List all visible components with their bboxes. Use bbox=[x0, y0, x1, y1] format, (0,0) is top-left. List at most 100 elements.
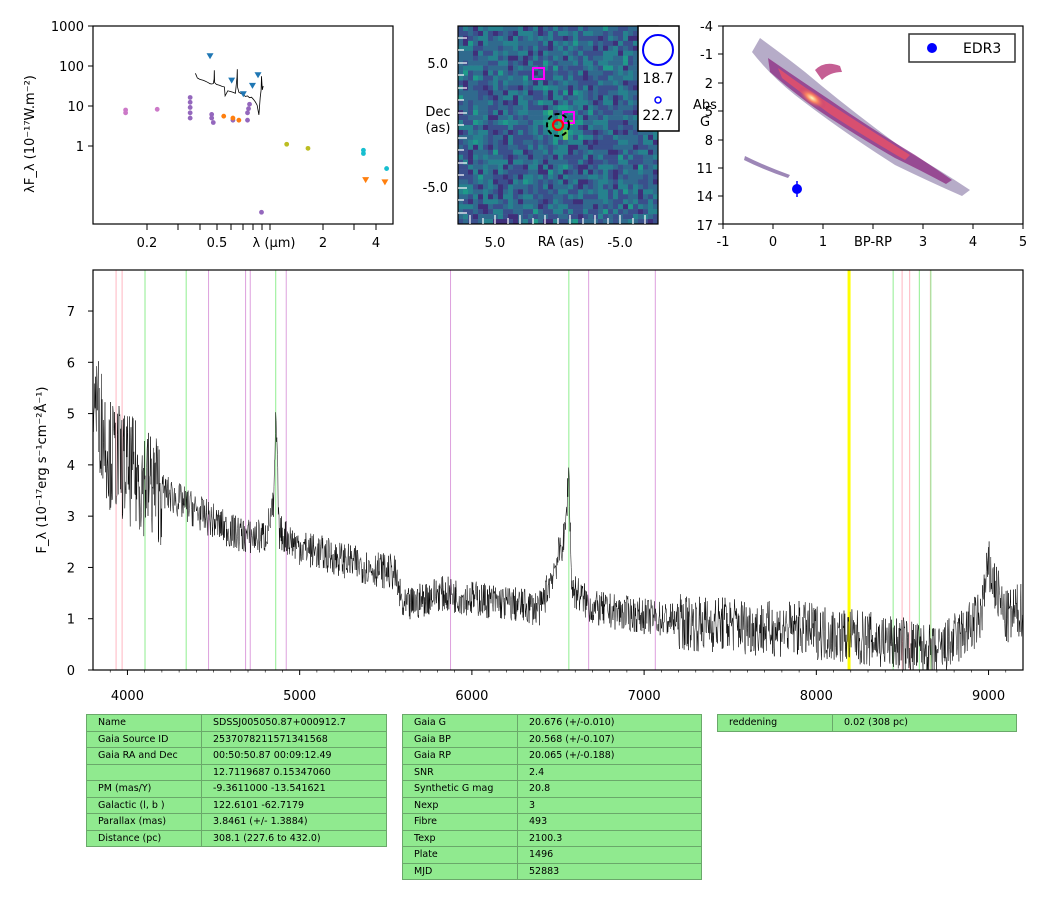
cutout-pixel bbox=[513, 95, 519, 101]
spectrum-xtick-label: 8000 bbox=[800, 689, 833, 704]
cutout-pixel bbox=[493, 120, 499, 126]
cutout-pixel bbox=[478, 125, 484, 131]
cutout-pixel bbox=[618, 85, 624, 91]
cutout-pixel bbox=[573, 144, 579, 151]
cutout-pixel bbox=[538, 26, 544, 32]
cutout-pixel bbox=[588, 35, 594, 42]
cutout-pixel bbox=[593, 154, 599, 160]
cutout-pixel bbox=[638, 144, 644, 151]
cutout-pixel bbox=[458, 105, 464, 111]
cutout-pixel bbox=[503, 80, 509, 86]
photometry-table: Gaia G 20.676 (+/-0.010) Gaia BP 20.568 (+/… bbox=[402, 714, 702, 880]
cutout-pixel bbox=[503, 90, 509, 96]
cutout-pixel bbox=[473, 174, 479, 180]
cutout-pixel bbox=[533, 30, 539, 37]
cutout-pixel bbox=[458, 75, 464, 81]
cutout-pixel bbox=[503, 40, 509, 47]
cutout-pixel bbox=[608, 90, 614, 96]
cutout-pixel bbox=[568, 184, 574, 190]
sed-point bbox=[154, 106, 160, 112]
cutout-pixel bbox=[458, 120, 464, 126]
cutout-pixel bbox=[503, 134, 509, 141]
cutout-pixel bbox=[493, 179, 499, 185]
cutout-pixel bbox=[478, 159, 484, 165]
cutout-pixel bbox=[473, 134, 479, 141]
cutout-pixel bbox=[493, 35, 499, 42]
cutout-pixel bbox=[613, 120, 619, 126]
cutout-pixel bbox=[518, 110, 524, 116]
cutout-pixel bbox=[628, 100, 634, 106]
cutout-pixel bbox=[508, 164, 514, 170]
cutout-pixel bbox=[528, 110, 534, 116]
cutout-pixel bbox=[543, 100, 549, 106]
cutout-pixel bbox=[523, 189, 529, 195]
cutout-pixel bbox=[633, 134, 639, 141]
sed-point bbox=[361, 147, 366, 153]
cutout-pixel bbox=[493, 95, 499, 101]
cutout-pixel bbox=[478, 75, 484, 81]
cutout-pixel bbox=[573, 105, 579, 111]
cutout-pixel bbox=[593, 60, 599, 66]
spectrum-xtick-label: 7000 bbox=[628, 689, 661, 704]
cutout-pixel bbox=[623, 174, 629, 180]
cutout-pixel bbox=[633, 80, 639, 86]
cutout-pixel bbox=[528, 154, 534, 160]
cutout-pixel bbox=[468, 129, 474, 136]
cutout-pixel bbox=[528, 40, 534, 47]
cutout-pixel bbox=[593, 144, 599, 151]
cutout-pixel bbox=[523, 144, 529, 151]
hrd-xlabel: BP-RP bbox=[854, 235, 892, 250]
cutout-pixel bbox=[583, 30, 589, 37]
cutout-pixel bbox=[528, 204, 534, 210]
cutout-pixel bbox=[468, 159, 474, 165]
sed-point bbox=[236, 117, 242, 123]
cutout-pixel bbox=[518, 219, 524, 225]
cutout-pixel bbox=[488, 199, 494, 205]
table-key-cell: reddening bbox=[717, 714, 833, 732]
cutout-pixel bbox=[598, 85, 604, 91]
cutout-pixel bbox=[558, 110, 564, 116]
cutout-pixel bbox=[628, 90, 634, 96]
cutout-pixel bbox=[603, 174, 609, 180]
cutout-pixel bbox=[613, 80, 619, 86]
cutout-pixel bbox=[538, 55, 544, 61]
table-key-cell: Texp bbox=[402, 829, 518, 847]
cutout-pixel bbox=[488, 26, 494, 32]
cutout-pixel bbox=[568, 35, 574, 42]
cutout-pixel bbox=[508, 45, 514, 52]
cutout-pixel bbox=[583, 199, 589, 205]
cutout-pixel bbox=[598, 169, 604, 175]
cutout-pixel bbox=[573, 139, 579, 146]
table-value-cell: 308.1 (227.6 to 432.0) bbox=[201, 829, 387, 847]
cutout-pixel bbox=[593, 70, 599, 76]
cutout-pixel bbox=[473, 179, 479, 185]
cutout-pixel bbox=[573, 209, 579, 215]
cutout-pixel bbox=[613, 204, 619, 210]
sed-upper-limit bbox=[254, 72, 262, 79]
table-key-cell: PM (mas/Y) bbox=[86, 780, 202, 798]
cutout-pixel bbox=[563, 55, 569, 61]
cutout-pixel bbox=[483, 144, 489, 151]
cutout-pixel bbox=[498, 65, 504, 71]
table-row: Synthetic G mag 20.8 bbox=[402, 780, 702, 798]
cutout-pixel bbox=[523, 184, 529, 190]
cutout-pixel bbox=[598, 179, 604, 185]
cutout-pixel bbox=[653, 164, 659, 170]
cutout-pixel bbox=[648, 214, 654, 220]
cutout-pixel bbox=[533, 85, 539, 91]
cutout-pixel bbox=[483, 110, 489, 116]
cutout-pixel bbox=[618, 159, 624, 165]
cutout-pixel bbox=[623, 85, 629, 91]
cutout-pixel bbox=[463, 125, 469, 131]
cutout-pixel bbox=[543, 219, 549, 225]
cutout-pixel bbox=[503, 174, 509, 180]
cutout-pixel bbox=[533, 110, 539, 116]
cutout-pixel bbox=[498, 189, 504, 195]
reddening-table: reddening 0.02 (308 pc) bbox=[717, 714, 1017, 732]
cutout-pixel bbox=[608, 154, 614, 160]
cutout-pixel bbox=[503, 149, 509, 155]
cutout-pixel bbox=[513, 144, 519, 151]
cutout-pixel bbox=[618, 194, 624, 200]
cutout-pixel bbox=[458, 45, 464, 52]
